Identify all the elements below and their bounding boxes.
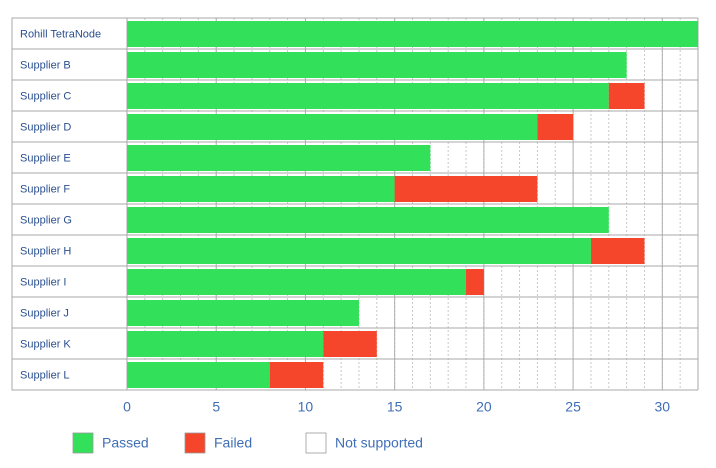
x-tick-label: 25 xyxy=(565,399,581,415)
category-label: Supplier B xyxy=(20,59,71,71)
x-tick-label: 10 xyxy=(298,399,314,415)
x-tick-label: 5 xyxy=(212,399,220,415)
bar-segment xyxy=(269,362,324,388)
legend-swatch xyxy=(72,432,94,454)
category-label: Supplier F xyxy=(20,183,70,195)
category-label: Supplier E xyxy=(20,152,71,164)
bar-segment xyxy=(590,238,645,264)
bar-segment xyxy=(127,83,609,109)
bar-segment xyxy=(323,362,698,388)
bar-segment xyxy=(127,300,359,326)
legend-swatch xyxy=(305,432,327,454)
bar-segment xyxy=(573,114,698,140)
bar-segment xyxy=(323,331,377,357)
x-tick-label: 20 xyxy=(476,399,492,415)
bar-segment xyxy=(430,145,698,171)
bar-segment xyxy=(127,176,395,202)
legend-swatch xyxy=(184,432,206,454)
bar-segment xyxy=(127,331,324,357)
category-label: Supplier D xyxy=(20,121,71,133)
category-label: Rohill TetraNode xyxy=(20,28,101,40)
x-tick-label: 15 xyxy=(387,399,403,415)
bar-segment xyxy=(127,362,270,388)
bar-segment xyxy=(127,52,627,78)
legend-label: Passed xyxy=(102,435,149,451)
bar-segment xyxy=(359,300,698,326)
category-label: Supplier C xyxy=(20,90,71,102)
bar-segment xyxy=(537,176,698,202)
legend-label: Not supported xyxy=(335,435,423,451)
bar-segment xyxy=(127,21,698,47)
category-label: Supplier I xyxy=(20,276,66,288)
category-label: Supplier L xyxy=(20,369,70,381)
bar-segment xyxy=(127,207,609,233)
bar-segment xyxy=(127,238,591,264)
legend-label: Failed xyxy=(214,435,252,451)
bar-segment xyxy=(394,176,538,202)
x-tick-label: 0 xyxy=(123,399,131,415)
bar-segment xyxy=(608,83,645,109)
category-label: Supplier H xyxy=(20,245,71,257)
bar-segment xyxy=(466,269,484,295)
bar-segment xyxy=(127,269,467,295)
bar-segment xyxy=(627,52,698,78)
bar-segment xyxy=(609,207,698,233)
category-label: Supplier G xyxy=(20,214,72,226)
bar-segment xyxy=(537,114,574,140)
category-label: Supplier K xyxy=(20,338,71,350)
bar-segment xyxy=(127,114,538,140)
x-tick-label: 30 xyxy=(655,399,671,415)
bar-segment xyxy=(644,238,698,264)
category-label: Supplier J xyxy=(20,307,69,319)
bar-segment xyxy=(127,145,431,171)
bar-segment xyxy=(644,83,698,109)
bar-segment xyxy=(484,269,698,295)
bar-segment xyxy=(377,331,698,357)
